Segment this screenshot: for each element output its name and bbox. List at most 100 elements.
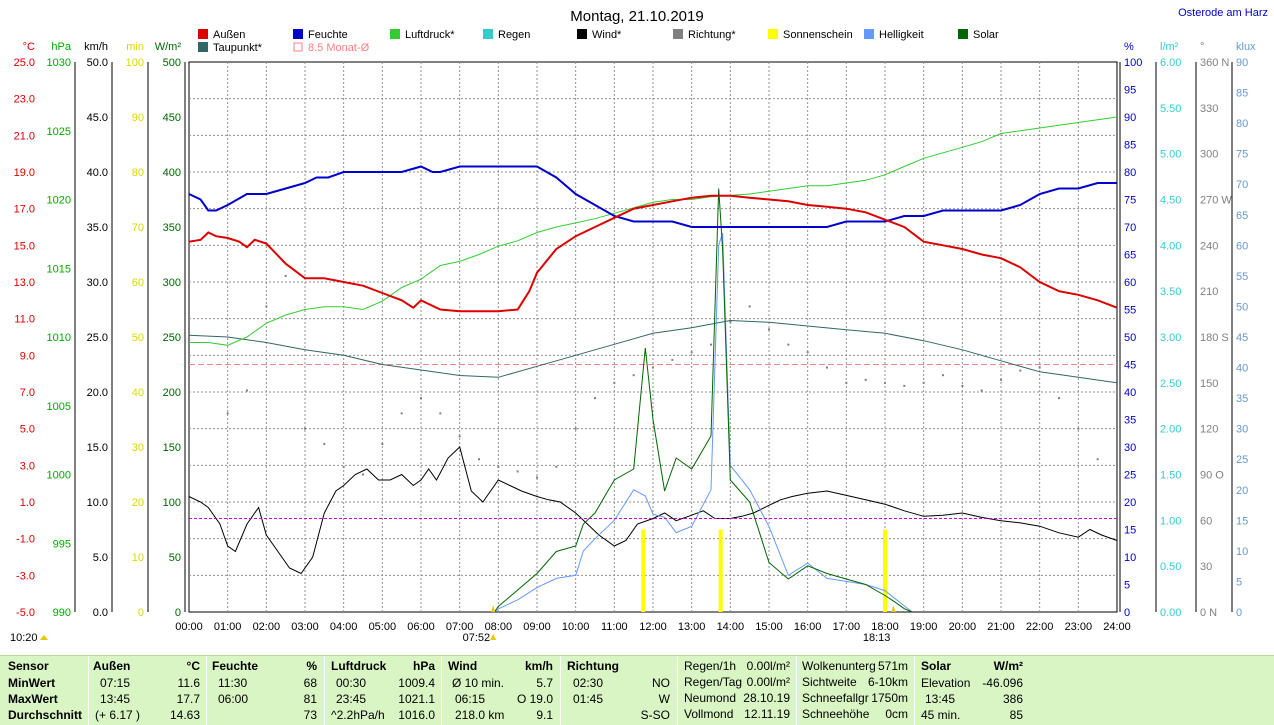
- legend-item: Taupunkt*: [198, 42, 263, 54]
- footer-feuchte-avg-val: 73: [303, 708, 317, 722]
- axis-tick-left: 200: [163, 387, 181, 399]
- axis-tick-left: 1000: [47, 470, 71, 482]
- axis-tick-left: 10: [132, 552, 144, 564]
- axis-tick-left: 20.0: [87, 387, 108, 399]
- footer-richtung-max-time: 01:45: [573, 692, 604, 706]
- axis-tick-left: 60: [132, 277, 144, 289]
- direction-dot: [246, 389, 248, 392]
- direction-dot: [516, 470, 519, 473]
- axis-tick-right: 360 N: [1200, 57, 1229, 69]
- direction-dot: [400, 412, 403, 415]
- legend-item: 8.5 Monat-Ø: [293, 42, 370, 54]
- direction-dot: [690, 351, 693, 354]
- footer-solar-avg-note: 45 min.: [921, 708, 961, 722]
- axis-unit-right: l/m²: [1160, 41, 1179, 53]
- axis-tick-left: 10.0: [87, 497, 108, 509]
- series-luftdruck: [189, 116, 1118, 346]
- footer-solar-max-val: 386: [1002, 692, 1023, 706]
- x-tick-label: 11:00: [601, 621, 628, 633]
- footer-row-label-max: MaxWert: [8, 692, 58, 706]
- marker-layer: 10:20 07:52 18:13: [10, 605, 896, 644]
- footer-neumond-val: 28.10.19: [743, 691, 790, 705]
- axis-tick-left: 15.0: [87, 442, 108, 454]
- x-tick-label: 12:00: [639, 621, 667, 633]
- direction-dot: [748, 305, 751, 308]
- axis-tick-right: 0: [1236, 607, 1242, 619]
- footer-aussen-avg-val: 14.63: [169, 708, 200, 722]
- axis-tick-right: 4.00: [1160, 240, 1181, 252]
- legend-label: Feuchte: [308, 29, 348, 41]
- right-axes: %100959085807570656055504540353025201510…: [1119, 41, 1256, 619]
- axis-unit-right: %: [1124, 41, 1134, 53]
- footer-luftdruck-unit: hPa: [412, 659, 435, 673]
- direction-dot: [710, 343, 712, 346]
- axis-tick-right: 60: [1200, 515, 1212, 527]
- axis-tick-left: 7.0: [20, 387, 35, 399]
- axis-tick-left: 19.0: [14, 167, 35, 179]
- legend-swatch: [293, 42, 303, 52]
- axis-tick-right: 0.00: [1160, 607, 1181, 619]
- x-tick-label: 06:00: [407, 621, 435, 633]
- footer-luftdruck-min-time: 00:30: [336, 676, 367, 690]
- direction-dot: [652, 366, 654, 369]
- direction-dot: [265, 305, 268, 308]
- axis-tick-right: 0.50: [1160, 561, 1181, 573]
- axis-tick-left: 21.0: [14, 130, 35, 142]
- axis-tick-right: 270 W: [1200, 195, 1232, 207]
- axis-tick-left: 50.0: [87, 57, 108, 69]
- axis-tick-right: 45: [1124, 360, 1136, 372]
- axis-unit-left: °C: [23, 41, 35, 53]
- axis-tick-right: 90 O: [1200, 470, 1224, 482]
- axis-tick-left: 13.0: [14, 277, 35, 289]
- axis-tick-right: 100: [1124, 57, 1142, 69]
- plot-frame: [188, 61, 1118, 613]
- legend-item: Richtung*: [673, 29, 736, 41]
- x-axis: 00:00 01:00 02:00 03:00 04:00 05:00 06:00 07:00…: [175, 621, 1131, 633]
- axis-tick-right: 25: [1236, 454, 1248, 466]
- x-tick-label: 16:00: [794, 621, 822, 633]
- sunrise-icon: [490, 634, 497, 640]
- axis-tick-right: 300: [1200, 149, 1218, 161]
- footer-vollmond-val: 12.11.19: [744, 707, 790, 721]
- axis-tick-right: 70: [1124, 222, 1136, 234]
- direction-dot: [980, 389, 983, 392]
- axis-tick-right: 75: [1124, 195, 1136, 207]
- axis-unit-left: hPa: [51, 41, 71, 53]
- legend-swatch: [768, 29, 778, 39]
- legend-item: Feuchte: [293, 29, 348, 41]
- axis-tick-right: 3.50: [1160, 286, 1181, 298]
- axis-tick-left: 80: [132, 167, 144, 179]
- axis-unit-right: °: [1200, 41, 1204, 53]
- location-link[interactable]: Osterode am Harz: [1178, 7, 1268, 19]
- sunset-axis-tick: [891, 605, 896, 612]
- axis-tick-left: 9.0: [20, 350, 35, 362]
- footer-aussen-header: Außen: [93, 659, 131, 673]
- sunrise-axis-tick: [491, 605, 496, 612]
- x-tick-label: 14:00: [717, 621, 745, 633]
- direction-dot: [497, 465, 500, 468]
- footer-wind-max-time: 06:15: [455, 692, 486, 706]
- direction-dot: [342, 465, 345, 468]
- footer-luftdruck-max-val: 1021.1: [398, 692, 435, 706]
- axis-tick-right: 5: [1236, 576, 1242, 588]
- axis-tick-left: 35.0: [87, 222, 108, 234]
- footer-aussen-max-time: 13:45: [100, 692, 131, 706]
- axis-tick-left: 25.0: [87, 332, 108, 344]
- legend-swatch: [577, 29, 587, 39]
- direction-dot: [903, 384, 906, 387]
- axis-tick-right: 80: [1124, 167, 1136, 179]
- footer-wind-min-val: 5.7: [536, 676, 553, 690]
- axis-tick-right: 30: [1200, 561, 1212, 573]
- footer-schneehoehe-label: Schneehöhe: [802, 707, 870, 721]
- legend-label: Luftdruck*: [405, 29, 455, 41]
- footer-feuchte-min-time: 11:30: [218, 676, 248, 690]
- direction-dot: [1019, 369, 1022, 372]
- footer-regen-tag-label: Regen/Tag: [684, 675, 743, 689]
- legend-item: Luftdruck*: [390, 29, 455, 41]
- footer-luftdruck-header: Luftdruck: [331, 659, 387, 673]
- x-tick-label: 21:00: [987, 621, 1015, 633]
- direction-dot: [226, 412, 229, 415]
- footer-wind-min-note: Ø 10 min.: [452, 676, 505, 690]
- series-au-en: [188, 194, 1118, 313]
- legend-item: Regen: [483, 29, 530, 41]
